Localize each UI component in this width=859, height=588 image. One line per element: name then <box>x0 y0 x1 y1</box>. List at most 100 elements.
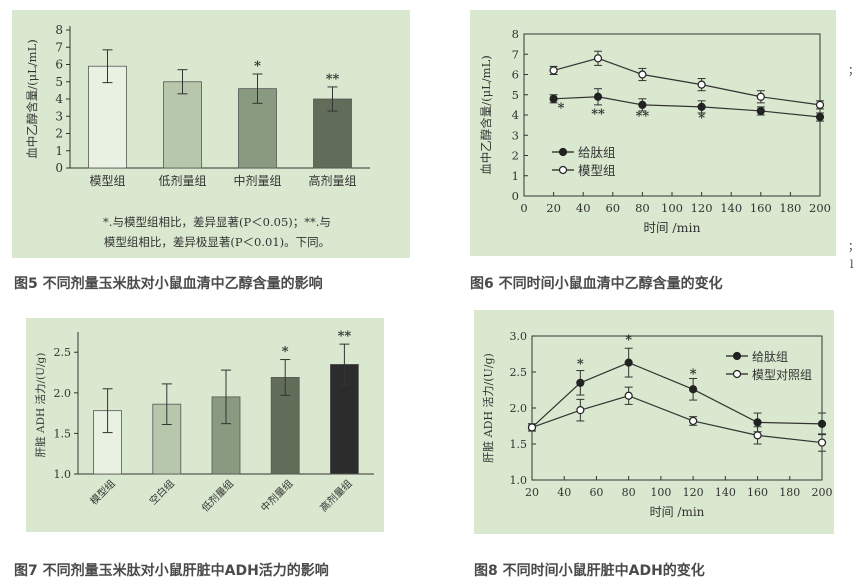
series-line <box>531 361 823 428</box>
x-axis-title: 时间 /min <box>650 505 705 519</box>
data-point <box>697 102 706 112</box>
data-point <box>624 358 633 367</box>
fig5-note-line1: *.与模型组相比，差异显著(P＜0.05)；**.与 <box>103 215 331 229</box>
y-tick-label: 3 <box>512 128 519 142</box>
x-tick-label: 100 <box>650 486 671 499</box>
y-tick-label: 7 <box>512 47 519 61</box>
x-tick-label: 180 <box>779 486 800 499</box>
legend-marker <box>732 369 742 379</box>
category-label: 模型组 <box>89 174 125 188</box>
significance-mark: * <box>698 111 705 126</box>
x-tick-label: 140 <box>720 201 742 215</box>
y-axis-title: 血中乙醇含量/(μL/mL) <box>25 39 39 158</box>
data-point <box>689 385 698 394</box>
y-tick-label: 7 <box>55 40 63 54</box>
category-label: 中剂量组 <box>233 173 281 188</box>
y-tick-label: 1.0 <box>54 468 72 481</box>
data-point <box>756 92 765 101</box>
legend-label: 模型对照组 <box>752 368 812 382</box>
category-label: 低剂量组 <box>158 173 206 188</box>
data-point <box>815 100 825 109</box>
series-line <box>553 57 821 106</box>
x-tick-label: 160 <box>750 201 772 215</box>
series-line <box>553 96 821 118</box>
fig5-caption: 图5 不同剂量玉米肽对小鼠血清中乙醇含量的影响 <box>14 276 323 292</box>
x-tick-label: 160 <box>747 486 768 499</box>
significance-mark: * <box>577 357 584 372</box>
y-tick-label: 2.5 <box>54 346 72 359</box>
y-tick-label: 8 <box>55 23 63 37</box>
y-tick-label: 8 <box>512 27 519 41</box>
significance-mark: * <box>690 367 697 382</box>
category-label: 高剂量组 <box>308 173 356 188</box>
y-tick-label: 3 <box>55 109 63 123</box>
x-tick-label: 120 <box>683 486 704 499</box>
x-tick-label: 40 <box>576 201 591 215</box>
legend-label: 给肽组 <box>752 349 788 364</box>
legend-marker <box>732 351 742 361</box>
y-tick-label: 1.5 <box>54 427 72 440</box>
legend-label: 模型组 <box>578 163 616 178</box>
plot-frame <box>523 33 821 197</box>
category-label: 高剂量组 <box>317 477 354 514</box>
significance-mark: * <box>558 101 565 116</box>
y-tick-label: 2.5 <box>510 366 528 379</box>
legend-marker <box>558 165 568 175</box>
x-tick-label: 40 <box>557 486 571 499</box>
fig5-panel: 0 1 2 3 4 5 6 7 8 模型组 低剂量组 * 中剂量组 ** 高剂量组 血中乙醇含量/(μL/mL… <box>12 10 410 258</box>
data-point <box>638 100 647 109</box>
fig8-caption: 图8 不同时间小鼠肝脏中ADH的变化 <box>474 563 705 579</box>
data-point <box>576 378 585 387</box>
y-tick-label: 5 <box>55 75 63 89</box>
x-tick-label: 180 <box>779 201 801 215</box>
legend-label: 给肽组 <box>578 145 616 160</box>
fig6-panel: 0 1 2 3 4 5 6 7 8 0 20 40 60 80 100 120 140 160 180 200 * ** *… <box>470 10 836 256</box>
significance-mark: * <box>282 345 289 360</box>
y-tick-label: 6 <box>512 68 519 82</box>
y-tick-label: 2.0 <box>54 387 72 400</box>
y-axis-title: 肝脏 ADH 活力/(U/g) <box>482 353 495 463</box>
y-tick-label: 1 <box>55 144 63 158</box>
data-point <box>576 406 585 415</box>
x-tick-label: 200 <box>809 201 831 215</box>
edge-text-fragment: ； <box>848 240 859 253</box>
edge-text-fragment: ； <box>848 64 859 77</box>
data-point <box>817 419 827 428</box>
x-tick-label: 20 <box>525 486 539 499</box>
data-point <box>593 54 603 63</box>
data-point <box>593 92 603 101</box>
y-tick-label: 4 <box>512 108 519 122</box>
data-point <box>638 70 647 79</box>
fig6-caption: 图6 不同时间小鼠血清中乙醇含量的变化 <box>470 276 723 292</box>
y-tick-label: 2 <box>512 149 519 163</box>
category-label: 模型组 <box>87 477 117 507</box>
category-label: 空白组 <box>147 477 177 507</box>
significance-mark: * <box>625 333 632 348</box>
x-tick-label: 140 <box>715 486 736 499</box>
bar <box>88 65 127 169</box>
data-point <box>817 438 827 447</box>
fig8-panel: 1.0 1.5 2.0 2.5 3.0 20 40 60 80 100 120 140 160 180 20… <box>474 310 834 534</box>
y-tick-label: 1 <box>512 169 519 183</box>
x-tick-label: 20 <box>546 201 561 215</box>
y-tick-label: 4 <box>55 92 63 106</box>
fig5-chart: 0 1 2 3 4 5 6 7 8 模型组 低剂量组 * 中剂量组 ** 高剂量组 血中乙醇含量/(μL/mL… <box>25 23 370 188</box>
y-tick-label: 2.0 <box>510 402 528 415</box>
significance-mark: ** <box>338 329 352 344</box>
category-label: 低剂量组 <box>199 477 236 514</box>
data-point <box>697 80 706 89</box>
x-tick-label: 0 <box>520 201 527 215</box>
fig8-chart: 1.0 1.5 2.0 2.5 3.0 20 40 60 80 100 120 140 160 180 20… <box>482 330 833 519</box>
fig7-chart: 1.0 1.5 2.0 2.5 模型组 空白组 低剂量组 * 中剂量组 ** 高剂量组 肝脏 ADH … <box>34 329 374 514</box>
x-tick-label: 60 <box>589 486 603 499</box>
y-tick-label: 6 <box>55 58 63 72</box>
legend-marker <box>558 147 568 157</box>
significance-mark: * <box>254 59 261 74</box>
significance-mark: ** <box>591 107 605 122</box>
data-point <box>549 66 558 75</box>
data-point <box>753 418 762 427</box>
y-tick-label: 5 <box>512 88 519 102</box>
y-axis-title: 肝脏 ADH 活力/(U/g) <box>34 353 47 458</box>
data-point <box>624 391 633 400</box>
x-tick-label: 120 <box>691 201 713 215</box>
